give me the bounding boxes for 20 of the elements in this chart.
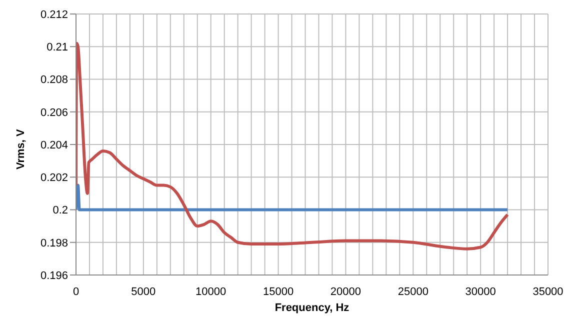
y-tick-label: 0.198 [40, 237, 68, 250]
y-tick-label: 0.208 [40, 74, 68, 86]
y-tick-label: 0.202 [40, 172, 68, 184]
x-tick-label: 5000 [131, 286, 156, 298]
x-tick-label: 25000 [398, 286, 428, 298]
x-tick-label: 10000 [196, 286, 226, 298]
x-tick-label: 15000 [262, 286, 294, 298]
x-tick-label: 0 [72, 286, 80, 298]
x-tick-label: 30000 [465, 286, 496, 298]
line-series [76, 42, 510, 250]
y-tick-label: 0.204 [40, 139, 68, 152]
x-axis-title: Frequency, Hz [274, 302, 350, 314]
x-tick-label: 35000 [532, 286, 564, 298]
y-tick-label: 0.206 [40, 106, 68, 119]
y-tick-label: 0.196 [40, 270, 68, 282]
x-tick-label: 20000 [330, 286, 362, 298]
y-tick-label: 0.21 [46, 42, 68, 54]
y-tick-label: 0.2 [52, 204, 68, 217]
y-axis-title: Vrms, V [14, 128, 27, 170]
y-tick-label: 0.212 [40, 8, 68, 21]
